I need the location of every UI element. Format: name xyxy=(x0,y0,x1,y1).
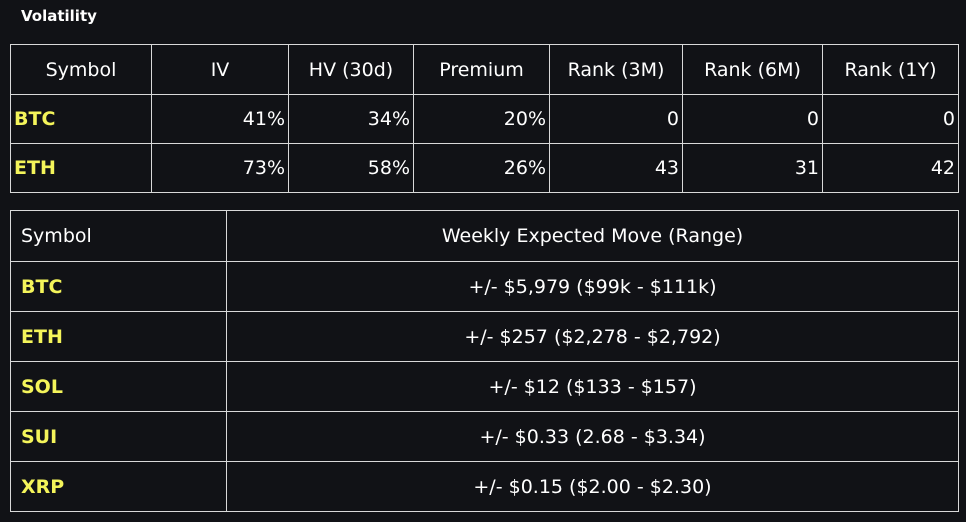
column-header-symbol: Symbol xyxy=(10,210,227,262)
rank-6m-cell: 31 xyxy=(682,143,823,193)
table-header-row: Symbol Weekly Expected Move (Range) xyxy=(10,210,959,262)
table-row: ETH +/- $257 ($2,278 - $2,792) xyxy=(10,311,959,362)
table-header-row: Symbol IV HV (30d) Premium Rank (3M) Ran… xyxy=(10,44,959,95)
volatility-table: Symbol IV HV (30d) Premium Rank (3M) Ran… xyxy=(10,44,959,193)
column-header-hv-30d: HV (30d) xyxy=(288,44,414,95)
symbol-cell: SUI xyxy=(10,411,227,462)
symbol-cell: ETH xyxy=(10,143,152,193)
column-header-iv: IV xyxy=(151,44,289,95)
rank-1y-cell: 42 xyxy=(822,143,959,193)
table-row: BTC +/- $5,979 ($99k - $111k) xyxy=(10,261,959,312)
expected-move-cell: +/- $257 ($2,278 - $2,792) xyxy=(226,311,959,362)
rank-6m-cell: 0 xyxy=(682,94,823,144)
symbol-cell: XRP xyxy=(10,461,227,512)
table-row: ETH 73% 58% 26% 43 31 42 xyxy=(10,143,959,193)
premium-cell: 20% xyxy=(413,94,550,144)
column-header-rank-3m: Rank (3M) xyxy=(549,44,683,95)
table-row: SUI +/- $0.33 (2.68 - $3.34) xyxy=(10,411,959,462)
column-header-rank-6m: Rank (6M) xyxy=(682,44,823,95)
expected-move-table: Symbol Weekly Expected Move (Range) BTC … xyxy=(10,210,959,512)
expected-move-cell: +/- $0.33 (2.68 - $3.34) xyxy=(226,411,959,462)
table-row: BTC 41% 34% 20% 0 0 0 xyxy=(10,94,959,144)
iv-cell: 73% xyxy=(151,143,289,193)
page-title: Volatility xyxy=(21,7,97,25)
iv-cell: 41% xyxy=(151,94,289,144)
column-header-premium: Premium xyxy=(413,44,550,95)
expected-move-cell: +/- $0.15 ($2.00 - $2.30) xyxy=(226,461,959,512)
hv-cell: 58% xyxy=(288,143,414,193)
hv-cell: 34% xyxy=(288,94,414,144)
rank-1y-cell: 0 xyxy=(822,94,959,144)
symbol-cell: BTC xyxy=(10,94,152,144)
premium-cell: 26% xyxy=(413,143,550,193)
table-row: XRP +/- $0.15 ($2.00 - $2.30) xyxy=(10,461,959,512)
symbol-cell: BTC xyxy=(10,261,227,312)
expected-move-cell: +/- $5,979 ($99k - $111k) xyxy=(226,261,959,312)
column-header-symbol: Symbol xyxy=(10,44,152,95)
rank-3m-cell: 43 xyxy=(549,143,683,193)
rank-3m-cell: 0 xyxy=(549,94,683,144)
column-header-weekly-expected-move: Weekly Expected Move (Range) xyxy=(226,210,959,262)
column-header-rank-1y: Rank (1Y) xyxy=(822,44,959,95)
table-row: SOL +/- $12 ($133 - $157) xyxy=(10,361,959,412)
symbol-cell: ETH xyxy=(10,311,227,362)
symbol-cell: SOL xyxy=(10,361,227,412)
expected-move-cell: +/- $12 ($133 - $157) xyxy=(226,361,959,412)
